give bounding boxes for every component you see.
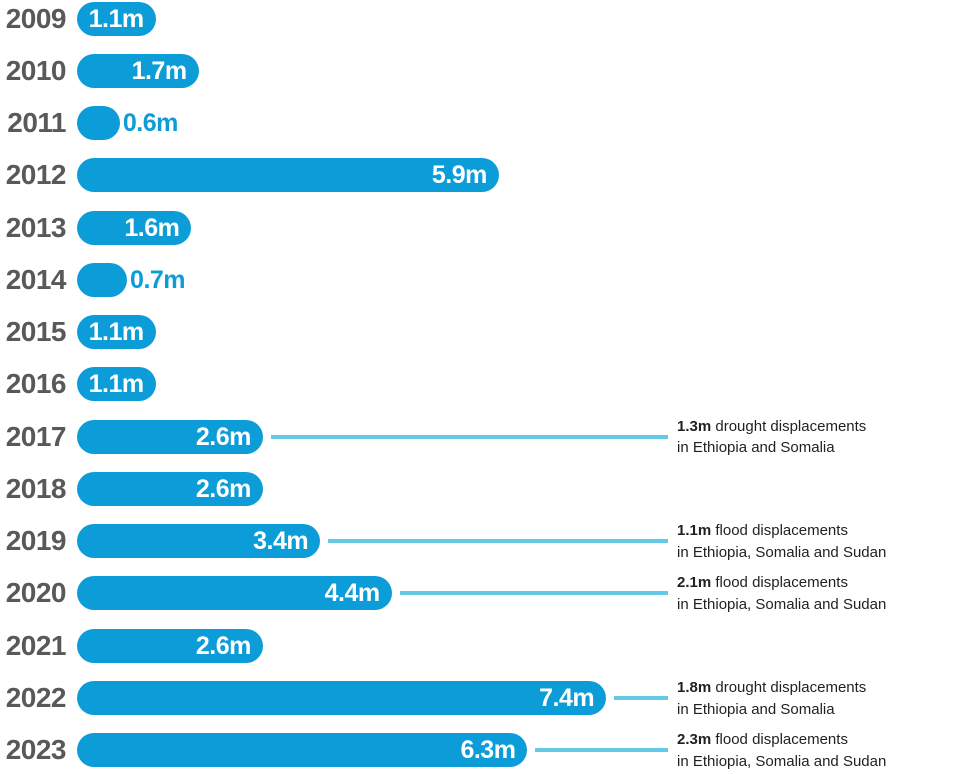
bar-value-label: 0.7m [130,265,186,294]
bar-2010: 1.7m [77,53,199,88]
bar-value-label: 1.1m [88,318,144,347]
bar-value-label: 7.4m [539,684,595,712]
year-label: 2012 [5,159,67,191]
year-label: 2011 [7,107,66,139]
bar-value-label: 1.1m [88,370,144,399]
annotation-value: 1.8m [677,679,712,696]
annotation-line-2: in Ethiopia and Somalia [677,439,835,457]
annotation-value: 1.1m [677,522,712,540]
bar-2023: 6.3m [77,733,528,768]
annotation-2023: 2.3m flood displacements in Ethiopia, Som… [677,729,886,772]
bar-2011 [77,106,120,141]
annotation-line-2: in Ethiopia, Somalia and Sudan [677,595,887,613]
bar-2009: 1.1m [77,1,156,36]
annotation-line-1: 2.1m flood displacements [677,574,848,592]
year-label: 2015 [5,316,67,348]
year-label: 2017 [5,420,67,452]
bar-2016: 1.1m [77,367,156,402]
annotation-line-1: 1.8m drought displacements [677,679,867,696]
year-label: 2018 [5,472,67,504]
bar-2022: 7.4m [77,681,607,715]
annotation-value: 1.3m [677,417,712,435]
bar-2020: 4.4m [77,576,392,611]
annotation-2017: 1.3m drought displacements in Ethiopia an… [677,416,866,459]
bar-2014 [77,262,128,297]
bar-2021: 2.6m [77,628,263,663]
bar-2015: 1.1m [77,315,156,350]
annotation-connector-line [614,696,668,700]
annotation-connector-line [535,748,668,753]
year-label: 2022 [5,682,67,713]
year-label: 2009 [5,2,67,34]
annotation-line-1: 1.1m flood displacements [677,522,848,540]
annotation-line-1: 1.3m drought displacements [677,417,867,435]
annotation-2020: 2.1m flood displacements in Ethiopia, Som… [677,572,886,615]
annotation-line-2: in Ethiopia, Somalia and Sudan [677,752,887,770]
bar-2017: 2.6m [77,419,263,454]
bar-2018: 2.6m [77,471,263,506]
annotation-2019: 1.1m flood displacements in Ethiopia, Som… [677,520,886,563]
annotation-value: 2.1m [677,574,712,592]
year-label: 2019 [5,525,67,557]
bar-2019: 3.4m [77,524,321,559]
annotation-line-2: in Ethiopia, Somalia and Sudan [677,543,887,561]
annotation-2022: 1.8m drought displacements in Ethiopia an… [677,677,866,720]
annotation-line-1: 2.3m flood displacements [677,731,848,749]
annotation-connector-line [399,591,668,596]
bar-value-label: 2.6m [195,631,251,660]
bar-value-label: 1.1m [88,4,144,33]
year-label: 2023 [5,734,67,766]
year-label: 2014 [5,263,67,295]
year-label: 2020 [5,577,67,609]
annotation-line-2: in Ethiopia and Somalia [677,700,835,718]
bar-value-label: 1.7m [131,56,187,85]
bar-value-label: 1.6m [124,213,180,242]
annotation-connector-line [328,539,668,544]
bar-2013: 1.6m [77,210,192,245]
bar-value-label: 2.6m [195,474,251,503]
bar-value-label: 5.9m [431,161,487,190]
year-label: 2010 [5,54,67,86]
year-label: 2016 [5,368,67,400]
annotation-connector-line [270,434,668,439]
annotation-value: 2.3m [677,731,712,749]
bar-value-label: 0.6m [122,109,178,138]
year-label: 2013 [5,211,67,243]
bar-2012: 5.9m [77,158,499,193]
bar-value-label: 2.6m [195,422,251,451]
bar-value-label: 4.4m [324,579,380,608]
bar-value-label: 6.3m [460,736,516,765]
bar-value-label: 3.4m [253,527,309,556]
year-label: 2021 [5,629,67,661]
